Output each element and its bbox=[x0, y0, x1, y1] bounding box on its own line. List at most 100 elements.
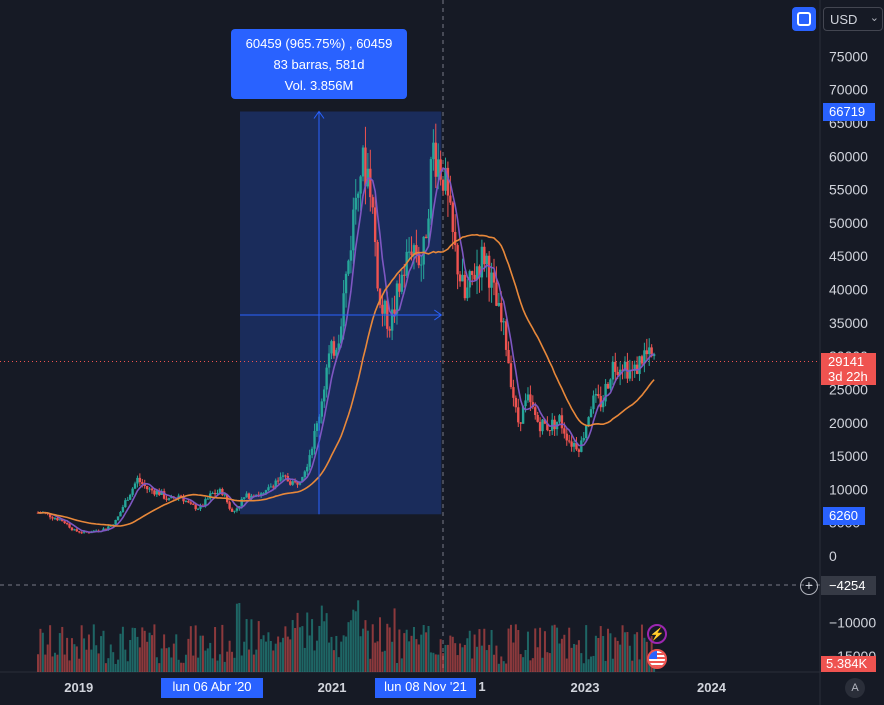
us-flag-icon[interactable] bbox=[647, 649, 667, 669]
volume-bar bbox=[311, 619, 314, 672]
candle-body bbox=[507, 349, 510, 364]
volume-bar bbox=[119, 633, 122, 672]
fullscreen-frame-button[interactable] bbox=[792, 7, 816, 31]
volume-bar bbox=[126, 661, 129, 672]
candle-body bbox=[303, 471, 307, 477]
candle-body bbox=[582, 438, 585, 441]
candle-body bbox=[373, 207, 377, 243]
candle-body bbox=[517, 407, 520, 423]
candle-body bbox=[553, 419, 556, 430]
volume-bar bbox=[473, 634, 476, 672]
candle-body bbox=[383, 300, 387, 314]
candle-body bbox=[233, 510, 236, 512]
volume-bar bbox=[631, 660, 634, 672]
volume-bar bbox=[158, 663, 161, 672]
candle-body bbox=[272, 486, 275, 488]
volume-bar bbox=[471, 658, 474, 672]
candle-body bbox=[606, 383, 610, 389]
volume-bar bbox=[199, 635, 202, 672]
volume-bar bbox=[376, 641, 379, 672]
candle-body bbox=[468, 271, 471, 288]
candle-body bbox=[470, 271, 474, 275]
volume-bar bbox=[408, 641, 411, 672]
candle-body bbox=[577, 449, 581, 452]
volume-bar bbox=[260, 639, 263, 672]
volume-bar bbox=[294, 628, 297, 672]
candle-body bbox=[633, 364, 636, 371]
candle-body bbox=[211, 492, 214, 494]
volume-bar bbox=[243, 641, 246, 672]
measure-change: 60459 (965.75%) , 60459 bbox=[245, 36, 393, 51]
volume-bar bbox=[357, 600, 360, 672]
volume-bar bbox=[626, 632, 629, 672]
volume-bar bbox=[37, 654, 39, 672]
volume-bar bbox=[124, 649, 127, 672]
volume-bar bbox=[112, 652, 115, 672]
volume-bar bbox=[301, 626, 304, 672]
candle-body bbox=[524, 400, 527, 407]
lightning-icon[interactable]: ⚡ bbox=[647, 624, 667, 644]
candle-body bbox=[301, 476, 304, 482]
candle-body bbox=[218, 488, 222, 493]
candle-body bbox=[323, 389, 326, 402]
volume-bar bbox=[330, 636, 333, 672]
candle-body bbox=[623, 361, 627, 371]
volume-bar bbox=[163, 634, 166, 672]
candle-body bbox=[250, 495, 253, 499]
candle-body bbox=[189, 502, 193, 504]
slow-moving-average bbox=[37, 233, 655, 527]
plus-icon[interactable]: + bbox=[800, 577, 818, 595]
volume-bar bbox=[325, 613, 328, 672]
candle-body bbox=[526, 394, 530, 401]
volume-bar bbox=[451, 636, 454, 672]
volume-bar bbox=[427, 625, 430, 672]
volume-bar bbox=[509, 624, 512, 672]
volume-bar bbox=[563, 634, 566, 672]
price-tick-label: 70000 bbox=[829, 82, 868, 98]
candle-body bbox=[640, 356, 644, 364]
candle-body bbox=[124, 500, 127, 508]
candle-body bbox=[410, 251, 413, 256]
volume-bar bbox=[386, 623, 389, 672]
volume-bar bbox=[46, 644, 49, 672]
volume-bar bbox=[83, 638, 86, 672]
volume-bar bbox=[80, 625, 83, 672]
candle-body bbox=[53, 518, 57, 520]
volume-bar bbox=[155, 657, 158, 672]
candle-body bbox=[194, 504, 197, 510]
volume-bar bbox=[143, 630, 146, 672]
volume-bar bbox=[257, 621, 260, 672]
candle-body bbox=[240, 498, 243, 506]
candle-body bbox=[456, 245, 459, 275]
candle-body bbox=[51, 517, 54, 519]
candle-body bbox=[592, 395, 595, 410]
volume-bar bbox=[216, 660, 219, 672]
currency-select[interactable]: USD ⌄ bbox=[823, 7, 883, 31]
price-tick-label: 55000 bbox=[829, 182, 868, 198]
candle-body bbox=[432, 142, 435, 160]
volume-bar bbox=[87, 634, 90, 672]
candle-body bbox=[480, 246, 484, 278]
candle-body bbox=[478, 266, 481, 278]
auto-scale-button[interactable]: A bbox=[845, 678, 865, 698]
volume-bar bbox=[437, 654, 440, 672]
price-tick-label: 10000 bbox=[829, 481, 868, 497]
candle-body bbox=[138, 477, 142, 483]
current-price-label: 29141 3d 22h bbox=[821, 353, 876, 385]
volume-bar bbox=[592, 655, 595, 672]
volume-bar bbox=[269, 641, 272, 672]
candle-body bbox=[136, 477, 139, 484]
candle-body bbox=[546, 423, 549, 431]
candle-body bbox=[434, 142, 437, 177]
volume-bar bbox=[485, 650, 488, 672]
volume-bar bbox=[466, 638, 469, 672]
candle-body bbox=[274, 480, 277, 488]
measure-volume: Vol. 3.856M bbox=[284, 78, 354, 93]
volume-bar bbox=[633, 634, 636, 672]
volume-bar bbox=[374, 642, 377, 672]
volume-bar bbox=[614, 637, 617, 672]
candle-body bbox=[48, 513, 52, 518]
volume-bar bbox=[478, 629, 481, 672]
volume-bar bbox=[209, 642, 212, 672]
